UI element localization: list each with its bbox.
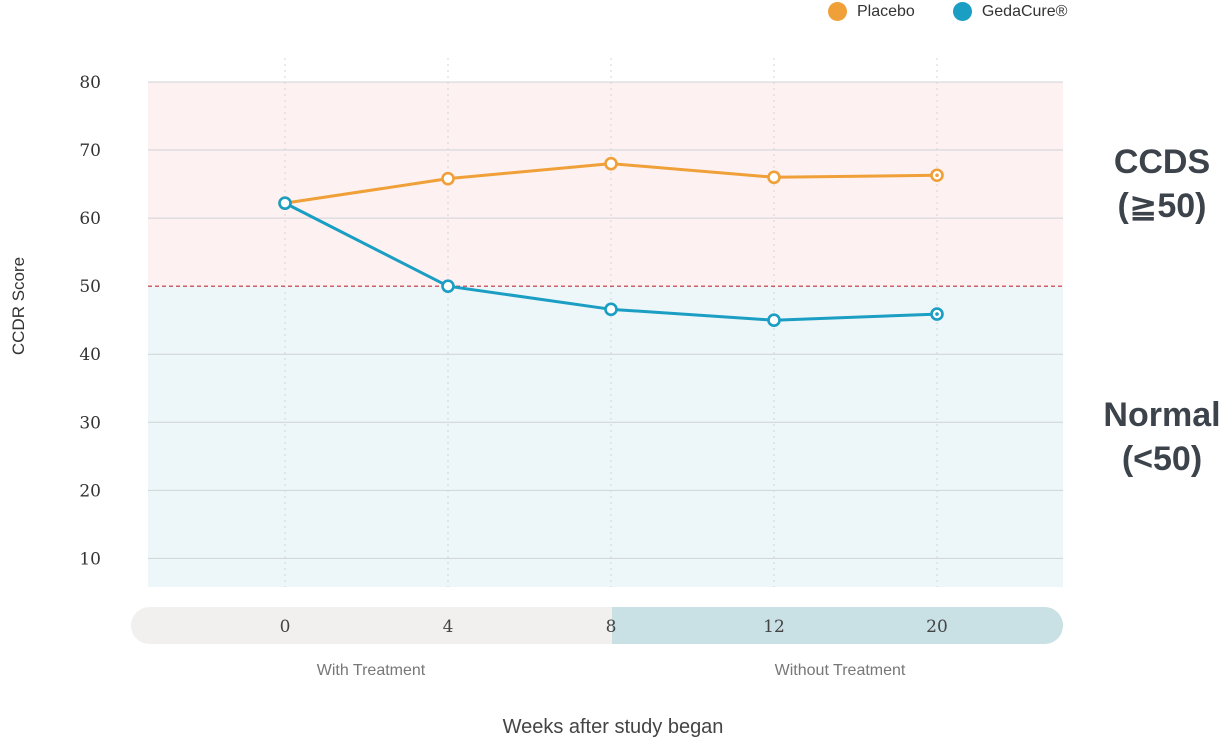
y-tick-label-70: 70 xyxy=(79,141,101,161)
x-axis-title: Weeks after study began xyxy=(502,716,724,738)
data-point-gedacure-12 xyxy=(767,313,781,328)
zone-label-normal: Normal (<50) xyxy=(1094,393,1226,481)
data-point-placebo-4 xyxy=(441,171,455,186)
y-tick-label-60: 60 xyxy=(79,209,101,229)
x-tick-label-8: 8 xyxy=(606,617,617,637)
legend-label-gedacure: GedaCure® xyxy=(981,2,1068,20)
phase-label-with-treatment: With Treatment xyxy=(316,662,426,679)
legend-label-placebo: Placebo xyxy=(857,2,915,20)
y-tick-label-10: 10 xyxy=(79,549,101,569)
zone-band-normal xyxy=(148,286,1063,587)
data-point-center-gedacure-20 xyxy=(935,312,939,316)
y-tick-label-40: 40 xyxy=(79,345,101,365)
data-point-gedacure-0 xyxy=(278,196,292,210)
y-tick-label-50: 50 xyxy=(79,277,101,297)
x-tick-label-4: 4 xyxy=(443,617,454,637)
y-tick-label-80: 80 xyxy=(79,73,101,93)
phase-label-without-treatment: Without Treatment xyxy=(774,662,906,679)
data-point-center-placebo-20 xyxy=(935,173,939,178)
legend: Placebo GedaCure® xyxy=(828,2,1105,21)
zone-name-normal: Normal xyxy=(1103,396,1221,434)
x-axis-pill-without-treatment xyxy=(612,607,1063,644)
legend-swatch-gedacure xyxy=(952,2,972,21)
data-point-placebo-12 xyxy=(767,170,781,185)
y-axis-title: CCDR Score xyxy=(9,256,28,356)
legend-item-gedacure: GedaCure® xyxy=(952,2,1068,21)
x-tick-label-0: 0 xyxy=(280,617,291,637)
zone-name-ccds: CCDS xyxy=(1113,143,1211,181)
x-tick-label-12: 12 xyxy=(763,617,785,637)
legend-item-placebo: Placebo xyxy=(828,2,915,21)
zone-label-ccds: CCDS (≧50) xyxy=(1094,140,1226,228)
zone-range-ccds: (≧50) xyxy=(1117,187,1207,225)
y-tick-label-20: 20 xyxy=(79,481,101,501)
x-tick-label-20: 20 xyxy=(926,617,948,637)
data-point-gedacure-4 xyxy=(441,279,455,293)
data-point-placebo-8 xyxy=(604,156,618,171)
data-point-gedacure-8 xyxy=(604,302,618,317)
zone-range-normal: (<50) xyxy=(1121,440,1203,478)
legend-swatch-placebo xyxy=(828,2,847,21)
zone-band-ccds xyxy=(148,82,1063,287)
y-tick-label-30: 30 xyxy=(79,413,101,433)
